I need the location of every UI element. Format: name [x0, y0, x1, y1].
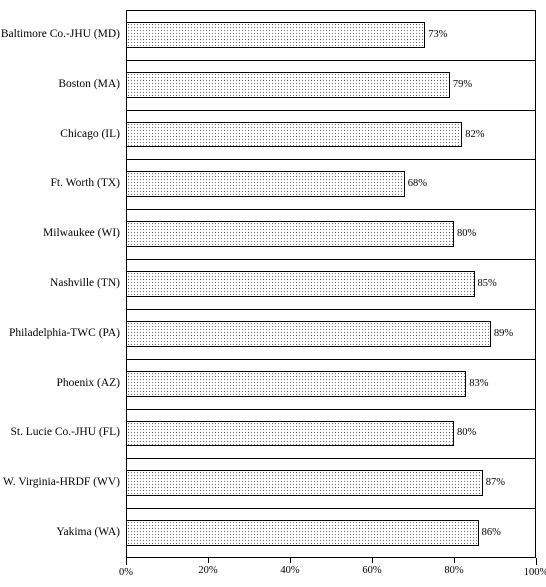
category-label: Ft. Worth (TX) — [51, 177, 120, 190]
row-divider — [126, 110, 536, 111]
x-tick-label: 60% — [362, 565, 381, 576]
category-label: Yakima (WA) — [56, 526, 120, 539]
bar — [126, 22, 425, 48]
value-label: 73% — [428, 29, 447, 40]
bar — [126, 221, 454, 247]
value-label: 79% — [453, 79, 472, 90]
value-label: 89% — [494, 328, 513, 339]
row-divider — [126, 309, 536, 310]
x-tick — [126, 558, 127, 565]
row-divider — [126, 359, 536, 360]
row-divider — [126, 209, 536, 210]
value-label: 85% — [478, 278, 497, 289]
category-label: Milwaukee (WI) — [43, 227, 120, 240]
bar — [126, 520, 479, 546]
x-tick — [208, 558, 209, 563]
bar-chart: Baltimore Co.-JHU (MD) 73% Boston (MA) 79% C… — [0, 0, 546, 587]
value-label: 80% — [457, 427, 476, 438]
value-label: 86% — [482, 527, 501, 538]
value-label: 83% — [469, 378, 488, 389]
bar — [126, 470, 483, 496]
bar — [126, 271, 475, 297]
x-tick-label: 80% — [444, 565, 463, 576]
row-divider — [126, 508, 536, 509]
x-tick-label: 40% — [280, 565, 299, 576]
bar — [126, 421, 454, 447]
bar — [126, 321, 491, 347]
value-label: 87% — [486, 477, 505, 488]
category-label: Phoenix (AZ) — [56, 377, 120, 390]
x-tick — [536, 558, 537, 565]
x-tick-label: 100% — [524, 567, 546, 578]
x-tick-label: 20% — [198, 565, 217, 576]
category-label: Nashville (TN) — [50, 277, 120, 290]
x-tick — [290, 558, 291, 563]
row-divider — [126, 259, 536, 260]
category-label: Philadelphia-TWC (PA) — [9, 327, 120, 340]
bar — [126, 72, 450, 98]
x-tick — [454, 558, 455, 563]
bar — [126, 171, 405, 197]
value-label: 82% — [465, 129, 484, 140]
row-divider — [126, 409, 536, 410]
row-divider — [126, 60, 536, 61]
value-label: 80% — [457, 228, 476, 239]
category-label: Boston (MA) — [58, 78, 120, 91]
bar — [126, 371, 466, 397]
value-label: 68% — [408, 178, 427, 189]
row-divider — [126, 458, 536, 459]
bar — [126, 122, 462, 148]
row-divider — [126, 159, 536, 160]
x-tick-label: 0% — [119, 567, 133, 578]
category-label: W. Virginia-HRDF (WV) — [3, 476, 120, 489]
category-label: Baltimore Co.-JHU (MD) — [1, 28, 120, 41]
x-tick — [372, 558, 373, 563]
category-label: St. Lucie Co.-JHU (FL) — [10, 426, 120, 439]
category-label: Chicago (IL) — [60, 128, 120, 141]
